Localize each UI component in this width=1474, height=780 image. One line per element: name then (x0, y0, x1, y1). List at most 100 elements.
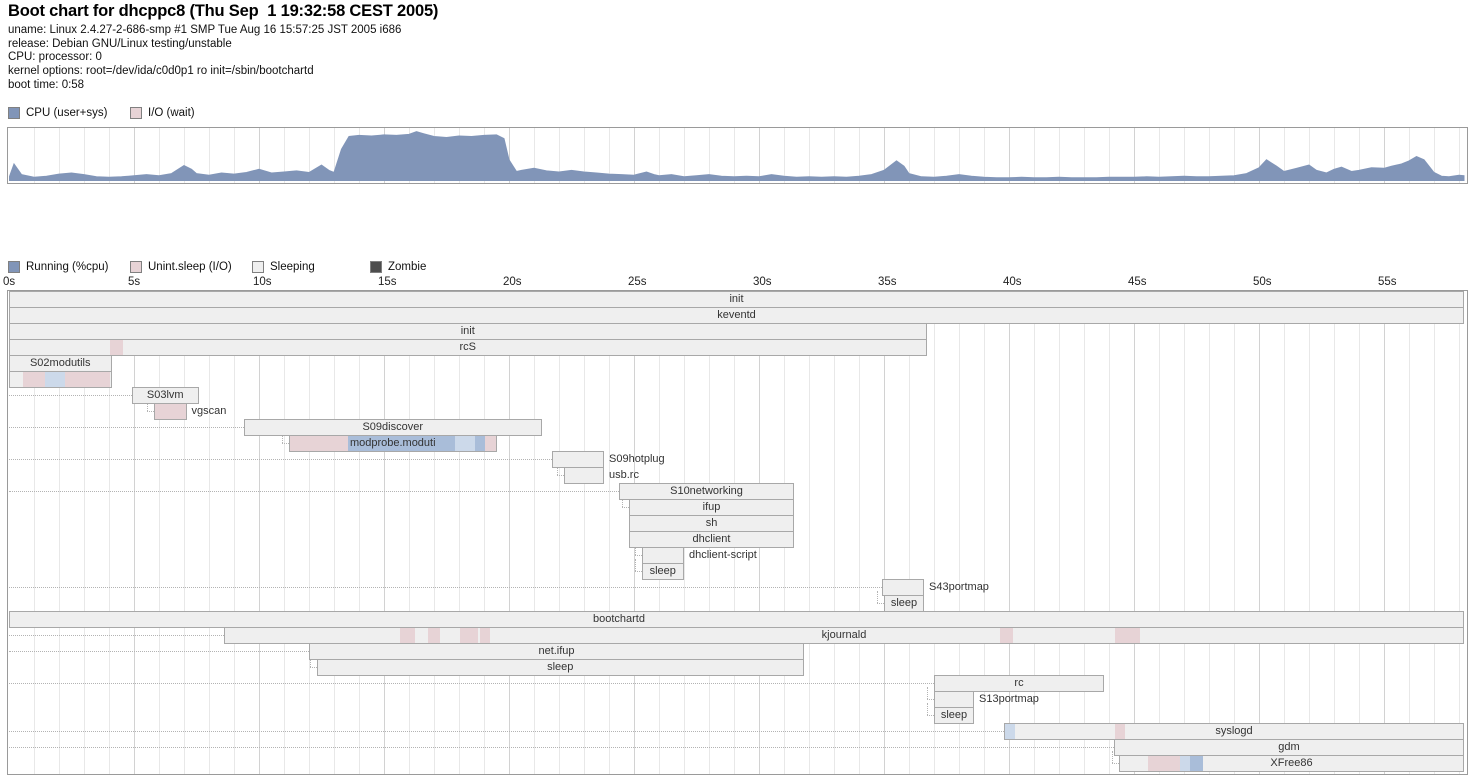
gridline (1409, 128, 1410, 183)
process-label: dhclient (692, 533, 731, 545)
state-segment-run_med (475, 436, 485, 451)
process-label: init (729, 293, 744, 305)
gridline (309, 128, 310, 183)
gridline (1084, 128, 1085, 183)
tree-connector (9, 683, 934, 684)
state-segment-io (110, 340, 123, 355)
legend-label: Unint.sleep (I/O) (148, 261, 232, 273)
gridline (334, 128, 335, 183)
legend-item: Sleeping (252, 261, 315, 273)
tree-connector (147, 411, 154, 412)
process-label: sleep (649, 565, 676, 577)
gridline (559, 128, 560, 183)
process-bar (881, 579, 924, 596)
axis-tick-label: 50s (1253, 276, 1272, 288)
gridline (1209, 128, 1210, 183)
process-bar (641, 563, 684, 580)
tree-connector (557, 463, 558, 475)
tree-connector (9, 635, 224, 636)
gridline (1434, 291, 1435, 774)
gridline (1384, 128, 1385, 183)
process-bar (629, 531, 794, 548)
gridline (809, 128, 810, 183)
tree-connector (634, 559, 636, 571)
process-label: sleep (547, 661, 574, 673)
gridline (534, 128, 535, 183)
state-segment-io (1115, 628, 1140, 643)
axis-tick-label: 40s (1003, 276, 1022, 288)
gridline (1034, 291, 1035, 774)
gridline (34, 291, 35, 774)
axis-tick-label: 45s (1128, 276, 1147, 288)
gridline (859, 128, 860, 183)
process-bar (564, 467, 604, 484)
tree-connector (634, 543, 636, 555)
gridline (959, 291, 960, 774)
cpu-legend: CPU (user+sys) I/O (wait) (8, 107, 608, 121)
gridline (1184, 291, 1185, 774)
state-segment-io (460, 628, 478, 643)
process-bar (9, 371, 112, 388)
gridline (384, 291, 385, 774)
process-bar (9, 339, 927, 356)
gridline (134, 128, 135, 183)
gridline (884, 291, 885, 774)
gridline (1184, 128, 1185, 183)
legend-label: Zombie (388, 261, 427, 273)
gridline (934, 291, 935, 774)
state-segment-run_light (1180, 756, 1190, 771)
state-segment-io (22, 372, 45, 387)
axis-tick-label: 55s (1378, 276, 1397, 288)
tree-connector (927, 687, 928, 699)
process-label: S02modutils (29, 357, 91, 369)
process-bar (934, 675, 1104, 692)
gridline (109, 291, 110, 774)
legend-label: Running (%cpu) (26, 261, 109, 273)
gridline (909, 291, 910, 774)
gridline (984, 291, 985, 774)
tree-connector (309, 667, 317, 668)
process-label: rc (1014, 677, 1024, 689)
gridline (1359, 128, 1360, 183)
gridline (159, 291, 160, 774)
process-label: sh (705, 517, 718, 529)
tree-connector (9, 427, 244, 428)
gridline (509, 128, 510, 183)
process-bar (316, 659, 804, 676)
tree-connector (9, 651, 309, 652)
axis-tick-label: 20s (503, 276, 522, 288)
process-label: dhclient-script (689, 549, 757, 561)
tree-connector (622, 507, 629, 508)
gridline (1334, 291, 1335, 774)
state-segment-run_med (347, 436, 455, 451)
process-bar (934, 707, 974, 724)
gridline (1009, 128, 1010, 183)
legend-item: CPU (user+sys) (8, 107, 107, 119)
process-bar (154, 403, 187, 420)
process-label: XFree86 (1270, 757, 1313, 769)
tree-connector (927, 699, 934, 700)
legend-swatch (8, 107, 20, 119)
axis-tick-label: 35s (878, 276, 897, 288)
gridline (534, 291, 535, 774)
process-label: kjournald (821, 629, 867, 641)
gridline (1434, 128, 1435, 183)
gridline (184, 291, 185, 774)
process-label: S10networking (670, 485, 743, 497)
state-segment-io (400, 628, 415, 643)
gridline (984, 128, 985, 183)
axis-tick-label: 30s (753, 276, 772, 288)
process-label: S03lvm (146, 389, 184, 401)
axis-tick-label: 10s (253, 276, 272, 288)
gridline (1059, 291, 1060, 774)
tree-connector (9, 587, 882, 588)
legend-label: CPU (user+sys) (26, 107, 108, 119)
gridline (1059, 128, 1060, 183)
gridline (59, 291, 60, 774)
tree-connector (9, 747, 1114, 748)
tree-connector (309, 655, 311, 667)
process-label: net.ifup (538, 645, 575, 657)
state-segment-io (1147, 756, 1180, 771)
tree-connector (1112, 763, 1119, 764)
gridline (784, 128, 785, 183)
